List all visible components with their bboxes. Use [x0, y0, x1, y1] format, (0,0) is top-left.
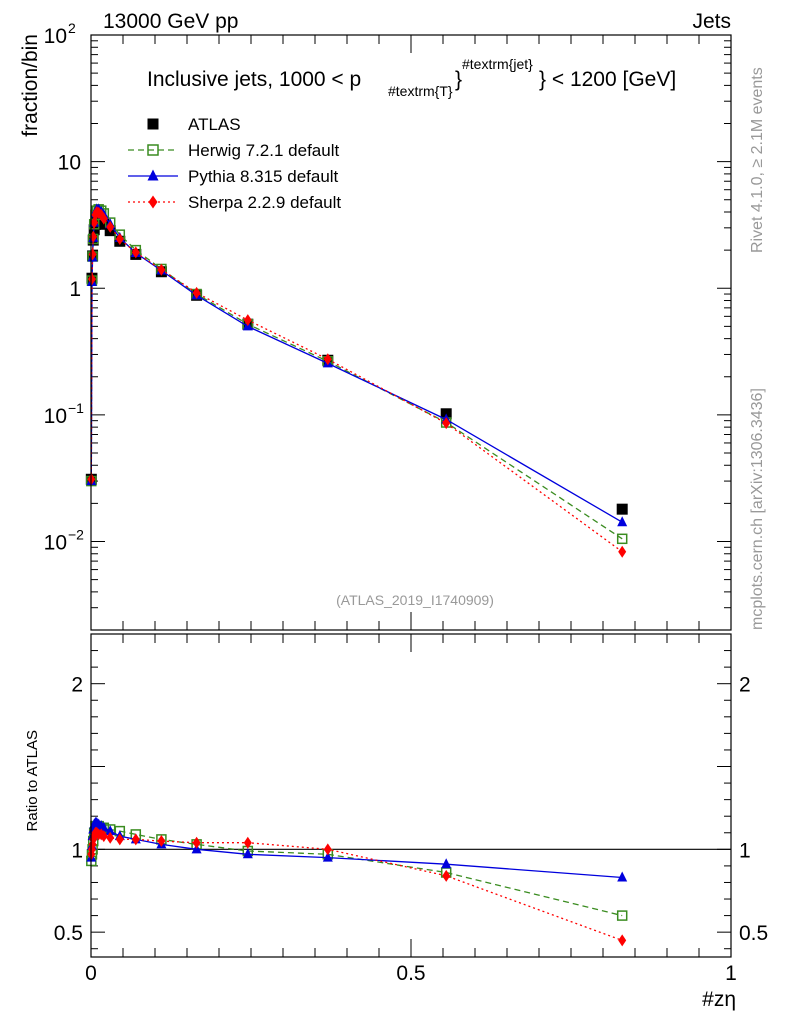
data-point: [115, 232, 124, 245]
y-axis-label: fraction/bin: [19, 34, 42, 137]
ratio-y-axis-label: Ratio to ATLAS: [24, 730, 41, 831]
ratio-frame: [90, 633, 732, 958]
ratio-y-tick-label-right: 0.5: [739, 922, 768, 945]
ratio-y-tick-label-right: 2: [739, 674, 751, 697]
legend-entry: ATLAS: [147, 115, 241, 134]
x-tick-label: 1: [725, 962, 737, 985]
data-point: [618, 934, 627, 947]
y-tick-exponent: −2: [68, 526, 84, 542]
data-point: [322, 851, 333, 862]
data-point: [617, 516, 628, 527]
data-point: [87, 273, 96, 286]
series-herwig: [86, 204, 628, 921]
data-point: [243, 836, 252, 849]
header-right: Jets: [692, 10, 731, 33]
data-point: [131, 246, 140, 259]
title-sub: #textrm{T}: [388, 83, 453, 99]
data-point: [243, 314, 252, 327]
legend-entry: Pythia 8.315 default: [128, 167, 339, 186]
y-tick-exponent: −1: [68, 400, 84, 416]
ratio-y-tick-label-left: 0.5: [54, 922, 83, 945]
main-frame: [90, 34, 732, 631]
series-sherpa: [87, 206, 627, 947]
title-sup: #textrm{jet}: [462, 56, 533, 72]
data-point: [147, 144, 159, 156]
legend-label: ATLAS: [188, 115, 241, 134]
data-point: [323, 843, 332, 856]
data-point: [323, 353, 332, 366]
data-point: [616, 503, 628, 515]
y-tick-label: 10: [44, 531, 67, 554]
data-point: [192, 836, 201, 849]
legend-label: Herwig 7.2.1 default: [188, 141, 339, 160]
data-point: [617, 871, 628, 882]
analysis-id: (ATLAS_2019_I1740909): [336, 592, 494, 608]
legend-label: Sherpa 2.2.9 default: [188, 193, 341, 212]
legend-label: Pythia 8.315 default: [188, 167, 339, 186]
data-point: [99, 830, 108, 843]
ratio-y-tick-label-right: 1: [739, 839, 751, 862]
title-main: Inclusive jets, 1000 < p: [147, 68, 361, 91]
data-point: [148, 195, 158, 209]
data-point: [99, 212, 108, 225]
data-point: [157, 835, 166, 848]
y-tick-exponent: 2: [68, 20, 76, 36]
data-point: [192, 286, 201, 299]
series-line: [90, 208, 623, 540]
title-end: } < 1200 [GeV]: [539, 68, 676, 91]
y-tick-label: 1: [69, 278, 81, 301]
data-point: [157, 263, 166, 276]
legend: ATLAS Herwig 7.2.1 default Pythia 8.315 de…: [128, 115, 341, 212]
data-point: [618, 545, 627, 558]
data-point: [105, 825, 116, 836]
legend-entry: Sherpa 2.2.9 default: [128, 193, 341, 212]
legend-entry: Herwig 7.2.1 default: [128, 141, 339, 160]
data-point: [441, 858, 452, 869]
ratio-y-tick-label-left: 2: [71, 674, 83, 697]
data-point: [442, 869, 451, 882]
series-layer: [85, 203, 628, 947]
data-point: [147, 118, 159, 130]
data-point: [115, 833, 124, 846]
data-point: [242, 848, 253, 859]
y-tick-label: 10: [44, 405, 67, 428]
series-line: [90, 208, 623, 523]
ratio-series-line: [90, 822, 623, 879]
data-point: [147, 169, 159, 181]
series-line: [90, 211, 623, 553]
side-text-top: Rivet 4.1.0, ≥ 2.1M events: [749, 67, 766, 253]
data-point: [616, 910, 628, 921]
series-atlas: [85, 215, 628, 515]
data-point: [131, 833, 140, 846]
data-point: [616, 533, 628, 545]
y-tick-label: 10: [58, 152, 81, 175]
header-left: 13000 GeV pp: [103, 10, 238, 33]
x-axis-label: #zη: [702, 988, 736, 1011]
title-brace: }: [455, 68, 462, 91]
data-point: [106, 220, 115, 233]
x-tick-label: 0: [85, 962, 97, 985]
y-tick-label: 10: [44, 25, 67, 48]
ratio-y-tick-label-left: 1: [71, 839, 83, 862]
series-pythia: [86, 203, 628, 882]
plot-title: Inclusive jets, 1000 < p #textrm{T} } #t…: [147, 56, 676, 99]
data-point: [106, 831, 115, 844]
side-text-bottom: mcplots.cern.ch [arXiv:1306.3436]: [749, 388, 766, 630]
x-tick-label: 0.5: [396, 962, 425, 985]
data-point: [442, 417, 451, 430]
